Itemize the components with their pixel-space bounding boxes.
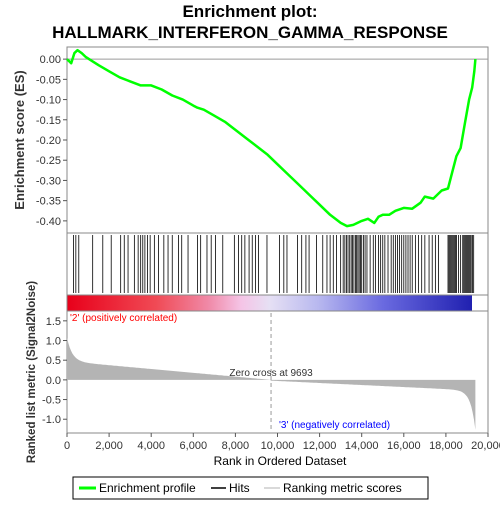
es-ytick-label: -0.30 <box>36 175 61 187</box>
es-ytick-label: -0.20 <box>36 135 61 147</box>
legend-hits-label: Hits <box>229 481 250 495</box>
metric-y-axis-label: Ranked list metric (Signal2Noise) <box>26 281 38 463</box>
x-tick-label: 18,000 <box>429 440 463 452</box>
x-axis-label: Rank in Ordered Dataset <box>214 454 347 468</box>
metric-ytick-label: -0.5 <box>42 395 61 407</box>
hits-panel <box>66 232 489 296</box>
x-tick-label: 14,000 <box>345 440 379 452</box>
es-y-axis-label: Enrichment score (ES) <box>12 70 27 209</box>
es-panel: 0.00 -0.05 -0.10 -0.15 -0.20 -0.25 -0.30 -0.35 -… <box>36 46 489 234</box>
x-tick-label: 6,000 <box>180 440 208 452</box>
x-tick-label: 10,000 <box>261 440 295 452</box>
es-line <box>66 48 477 228</box>
x-tick-label: 2,000 <box>95 440 123 452</box>
metric-ytick-label: -1.0 <box>42 414 61 426</box>
x-tick-label: 0 <box>64 440 70 452</box>
positive-label: '2' (positively correlated) <box>70 313 177 324</box>
es-ytick-label: -0.35 <box>36 196 61 208</box>
legend: Enrichment profile Hits Ranking metric s… <box>72 476 429 500</box>
metric-fill <box>67 337 476 430</box>
metric-panel: 1.5 1.0 0.5 0.0 -0.5 -1.0 <box>42 310 489 434</box>
legend-es-label: Enrichment profile <box>99 481 196 495</box>
metric-ytick-label: 0.0 <box>46 375 61 387</box>
es-ytick-label: 0.00 <box>40 54 61 66</box>
rank-color-bar <box>67 295 472 311</box>
metric-ytick-label: 1.0 <box>46 336 61 348</box>
x-tick-label: 8,000 <box>222 440 250 452</box>
chart-title-line2: HALLMARK_INTERFERON_GAMMA_RESPONSE <box>52 23 448 42</box>
x-tick-label: 4,000 <box>137 440 165 452</box>
es-ytick-label: -0.25 <box>36 155 61 167</box>
x-tick-label: 16,000 <box>387 440 421 452</box>
es-ytick-label: -0.10 <box>36 95 61 107</box>
es-ytick-label: -0.15 <box>36 115 61 127</box>
x-tick-label: 12,000 <box>303 440 337 452</box>
zero-cross-label: Zero cross at 9693 <box>229 368 313 379</box>
chart-title-line1: Enrichment plot: <box>182 2 317 21</box>
metric-ytick-label: 0.5 <box>46 355 61 367</box>
x-tick-label: 20,000 <box>471 440 500 452</box>
x-axis: 0 2,000 4,000 6,000 8,000 10,000 12,000 14,000 1… <box>64 433 500 452</box>
metric-ytick-label: 1.5 <box>46 316 61 328</box>
legend-metric-label: Ranking metric scores <box>283 481 402 495</box>
negative-label: '3' (negatively correlated) <box>279 420 390 431</box>
es-ytick-label: -0.40 <box>36 216 61 228</box>
es-ytick-label: -0.05 <box>36 74 61 86</box>
